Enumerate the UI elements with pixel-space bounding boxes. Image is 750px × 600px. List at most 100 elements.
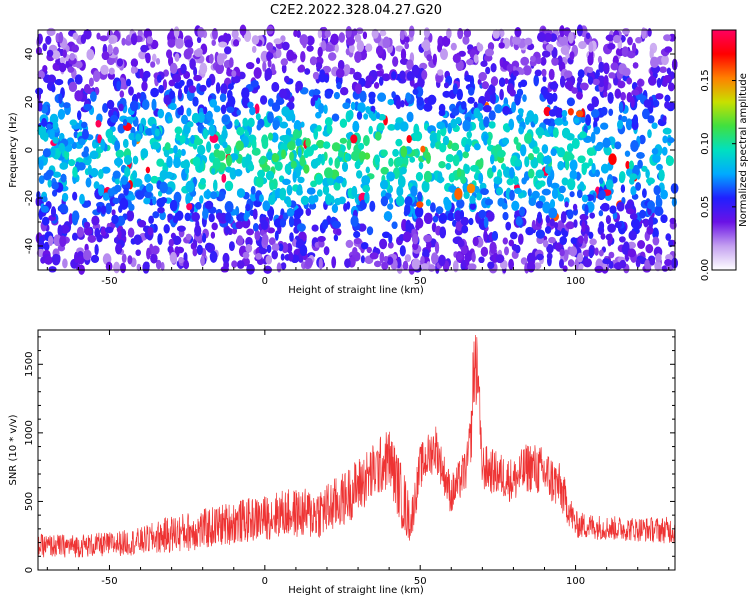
spectrogram-cell	[371, 28, 379, 39]
spectrogram-cell	[252, 208, 258, 220]
spectrogram-cell	[299, 244, 308, 257]
spectrogram-cell	[635, 37, 643, 44]
spectrogram-cell	[59, 235, 67, 247]
spectrogram-cell	[512, 70, 519, 77]
spectrogram-cell	[135, 249, 141, 256]
spectrogram-cell	[172, 235, 182, 245]
spectrogram-cell	[608, 108, 614, 117]
spectrogram-cell	[236, 109, 241, 116]
spectrogram-cell	[205, 189, 211, 200]
spectrogram-cell	[91, 254, 99, 263]
spectrogram-cell	[631, 218, 640, 229]
spectrogram-cell	[548, 207, 558, 219]
spectrogram-cell	[267, 98, 274, 107]
spectrogram-cell	[548, 236, 556, 244]
spectrogram-cell	[84, 227, 93, 236]
spectrogram-cell	[250, 80, 259, 88]
spectrogram-cell	[258, 158, 266, 165]
spectrogram-cell	[567, 108, 574, 116]
spectrogram-cell	[452, 154, 460, 167]
spectrogram-cell	[490, 76, 499, 87]
spectrogram-cell	[236, 235, 244, 246]
spectrogram-cell	[534, 69, 542, 77]
spectrogram-cell	[209, 250, 218, 263]
spectrogram-cell	[588, 248, 594, 259]
spectrogram-cell	[196, 36, 202, 43]
spectrogram-cell	[211, 222, 218, 231]
spectrogram-cell	[569, 191, 575, 198]
spectrogram-cell	[172, 215, 179, 224]
spectrogram-cell	[637, 240, 646, 249]
spectrogram-cell	[379, 238, 388, 250]
spectrogram-cell	[468, 217, 474, 226]
spectrogram-cell	[421, 69, 428, 80]
spectrogram-cell	[571, 87, 578, 94]
spectrogram-cell	[641, 27, 646, 39]
spectrogram-cell	[447, 212, 455, 221]
spectrogram-cell	[128, 203, 135, 211]
spectrogram-cell	[296, 223, 306, 232]
spectrogram-cell	[506, 178, 515, 186]
spectrogram-cell	[72, 166, 78, 178]
spectrogram-cell	[345, 239, 354, 248]
spectrogram-cell	[511, 243, 518, 251]
spectrogram-cell	[166, 49, 173, 59]
spectrogram-cell	[522, 94, 527, 102]
spectrogram-cell	[438, 109, 446, 117]
spectrogram-cell	[81, 151, 89, 158]
spectrogram-cell	[506, 63, 514, 72]
spectrogram-cell	[605, 34, 615, 42]
spectrogram-cell	[52, 121, 59, 130]
spectrogram-cell	[602, 137, 611, 148]
spectrogram-cell	[445, 154, 454, 163]
spectrogram-cell	[321, 40, 327, 52]
spectrogram-cell	[85, 177, 92, 188]
spectrogram-cell	[325, 193, 333, 205]
spectrogram-cell	[127, 227, 135, 238]
spectrogram-cell	[247, 117, 255, 128]
spectrogram-cell	[355, 27, 364, 35]
spectrogram-cell	[317, 236, 326, 242]
spectrogram-cell	[268, 194, 276, 205]
spectrogram-cell	[354, 51, 362, 63]
spectrogram-cell	[100, 64, 109, 75]
spectrogram-cell	[608, 153, 617, 165]
spectrogram-cell	[395, 45, 404, 52]
spectrogram-cell	[303, 164, 310, 174]
spectrogram-cell	[400, 166, 407, 175]
spectrogram-cell	[426, 54, 433, 62]
spectrogram-cell	[597, 75, 606, 88]
colorbar-frame	[711, 29, 737, 271]
spectrogram-cell	[115, 178, 120, 185]
spectrogram-cell	[209, 134, 219, 143]
spectrogram-cell	[279, 121, 289, 129]
spectrogram-cell	[260, 219, 269, 231]
spectrogram-cell	[458, 50, 466, 57]
spectrogram-cell	[169, 102, 177, 110]
spectrogram-cell	[52, 189, 58, 197]
spectrogram-cell	[656, 194, 661, 203]
spectrogram-cell	[146, 247, 151, 260]
spectrogram-cell	[175, 38, 184, 49]
spectrogram-cell	[453, 260, 459, 273]
y-tick-label: 0	[24, 567, 35, 573]
spectrogram-cell	[271, 132, 279, 143]
spectrogram-cell	[72, 232, 78, 241]
spectrogram-cell	[549, 81, 559, 90]
spectrogram-cell	[375, 63, 383, 71]
spectrogram-cell	[365, 43, 373, 52]
spectrogram-cell	[189, 58, 196, 70]
spectrogram-cell	[600, 233, 606, 240]
spectrogram-cell	[325, 44, 334, 52]
spectrogram-cell	[391, 221, 398, 229]
spectrogram-cell	[317, 46, 323, 58]
spectrogram-cell	[270, 182, 275, 191]
spectrogram-cell	[376, 45, 384, 56]
spectrogram-cell	[559, 236, 567, 245]
spectrogram-cell	[225, 211, 232, 223]
spectrogram-cell	[261, 233, 269, 246]
spectrogram-cell	[120, 262, 126, 274]
spectrogram-cell	[152, 53, 157, 63]
snr-y-ticks: 0 500 1000 1500	[24, 336, 675, 573]
spectrogram-cell	[50, 146, 56, 158]
